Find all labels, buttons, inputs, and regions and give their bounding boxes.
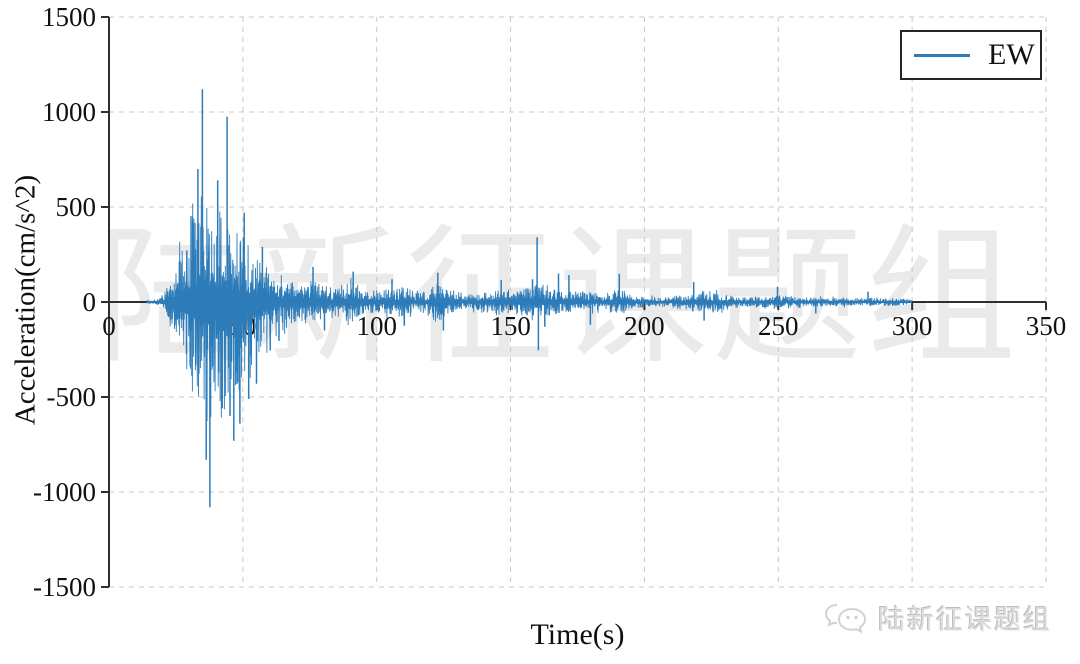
x-tick-label: 100: [356, 311, 397, 341]
y-tick-label: 1000: [42, 97, 96, 127]
y-tick-label: -500: [47, 382, 97, 412]
y-tick-label: 500: [56, 192, 97, 222]
waveform-path: [146, 166, 913, 422]
tick-labels: 0 50 100 150 200 250 300 350-1500-1000-50005001…: [33, 2, 1066, 602]
x-tick-label: 300: [892, 311, 933, 341]
brand-name: 陆新征课题组: [878, 604, 1052, 635]
x-tick-label: 0: [102, 311, 116, 341]
brand-logo: 陆新征课题组: [824, 597, 1052, 637]
x-tick-label: 150: [490, 311, 531, 341]
legend: EW: [900, 30, 1042, 80]
waveform-peak-spikes: [197, 89, 869, 508]
x-tick-label: 200: [624, 311, 665, 341]
x-tick-label: 350: [1026, 311, 1067, 341]
waveform-series-ew: [146, 89, 913, 508]
wechat-bubbles-icon: [824, 604, 867, 634]
legend-label: EW: [988, 38, 1035, 71]
y-axis-title: Acceleration(cm/s^2): [9, 174, 42, 426]
y-tick-label: -1500: [33, 572, 96, 602]
legend-line-sample: [914, 53, 970, 57]
y-tick-label: 1500: [42, 2, 96, 32]
x-axis-title: Time(s): [530, 618, 625, 651]
y-tick-label: -1000: [33, 477, 96, 507]
y-tick-label: 0: [83, 287, 97, 317]
x-tick-label: 250: [758, 311, 799, 341]
